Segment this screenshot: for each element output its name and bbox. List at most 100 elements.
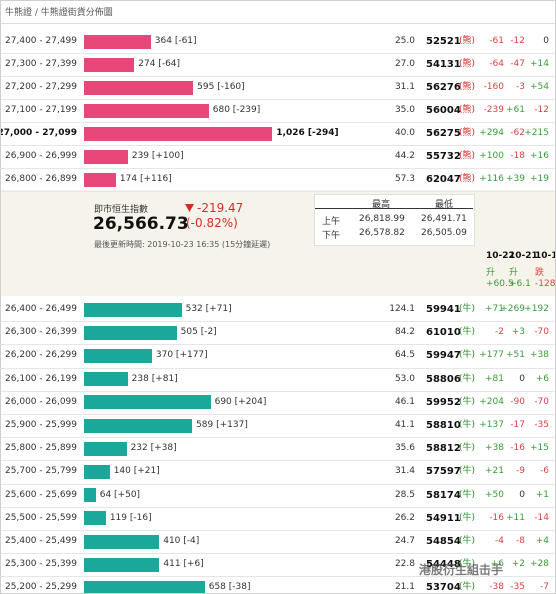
kind: (牛) — [459, 443, 476, 454]
code: 62047 — [426, 174, 461, 185]
change: +2 — [511, 559, 525, 570]
volume-bar — [84, 441, 127, 456]
kind: (牛) — [459, 350, 476, 361]
kind: (熊) — [459, 151, 476, 161]
history-dates: 10-21 — [509, 251, 538, 261]
ratio: 46.1 — [394, 396, 415, 407]
history-dates: 10-22 — [486, 251, 515, 261]
table-cell: 上午 — [322, 217, 341, 227]
bar-label: 505 [-2] — [180, 327, 217, 338]
price-range: 26,000 - 26,099 — [5, 396, 77, 407]
change: -35 — [534, 420, 549, 430]
change: -70 — [534, 396, 549, 407]
bar-label: 370 [+177] — [155, 350, 208, 361]
kind: (牛) — [459, 559, 476, 570]
row-line — [1, 553, 555, 555]
code: 56275 — [426, 128, 461, 139]
change: +294 — [479, 128, 504, 138]
kind: (牛) — [459, 489, 476, 500]
change: +39 — [506, 174, 525, 184]
change: +51 — [506, 350, 525, 361]
change: 0 — [519, 373, 525, 384]
history-dates: 10-18 — [535, 251, 555, 261]
change: +21 — [485, 466, 504, 477]
kind: (牛) — [459, 582, 476, 593]
change: -35 — [510, 582, 525, 593]
change: +15 — [530, 443, 549, 454]
code: 58810 — [426, 420, 461, 431]
change: -14 — [534, 512, 549, 523]
change: -12 — [534, 105, 549, 115]
row-line — [1, 530, 555, 531]
price-range: 26,900 - 26,999 — [5, 151, 77, 161]
code: 52521 — [426, 36, 461, 47]
volume-bar — [84, 325, 177, 340]
price-range: 25,300 - 25,399 — [5, 559, 77, 570]
bar-label: 64 [+50] — [99, 489, 141, 500]
code: 61010 — [426, 327, 461, 339]
change: +137 — [479, 420, 504, 430]
index-change: -219.47 — [197, 201, 244, 215]
price-range: 25,800 - 25,899 — [5, 443, 77, 454]
price-range: 26,100 - 26,199 — [5, 373, 77, 384]
change: -160 — [483, 82, 504, 92]
row-line — [1, 414, 555, 415]
change: +14 — [530, 59, 549, 69]
change: +38 — [530, 350, 549, 361]
volume-bar — [84, 557, 160, 572]
row-line — [1, 99, 555, 100]
change: +177 — [479, 350, 504, 361]
row-line — [1, 437, 555, 439]
price-range: 27,300 - 27,399 — [5, 59, 77, 69]
volume-bar — [84, 80, 194, 95]
price-range: 25,700 - 25,799 — [5, 466, 77, 477]
bar-label: 690 [+204] — [214, 396, 267, 407]
volume-bar — [84, 103, 209, 118]
volume-bar — [84, 511, 106, 526]
kind: (牛) — [459, 420, 476, 430]
code: 53704 — [426, 582, 461, 594]
high-low-box — [314, 194, 475, 246]
change: -2 — [495, 327, 504, 338]
bar-label: 658 [-38] — [208, 582, 251, 593]
ratio: 124.1 — [389, 304, 415, 314]
change: +215 — [524, 128, 549, 138]
change: 0 — [519, 489, 525, 500]
row-line — [1, 145, 555, 146]
table-cell: 下午 — [322, 231, 341, 241]
change: -70 — [534, 327, 549, 338]
change: -12 — [510, 36, 525, 46]
price-range: 26,200 - 26,299 — [5, 350, 77, 361]
code: 59952 — [426, 396, 461, 408]
bar-label: 174 [+116] — [119, 174, 172, 184]
code: 55732 — [426, 151, 461, 162]
change: +19 — [530, 174, 549, 184]
change: -38 — [489, 582, 504, 593]
change: 0 — [543, 36, 549, 46]
volume-bar — [84, 581, 205, 593]
code: 54131 — [426, 59, 461, 70]
bar-label: 140 [+21] — [113, 466, 160, 477]
price-range: 27,200 - 27,299 — [5, 82, 77, 92]
kind: (熊) — [459, 105, 476, 115]
change: +269 — [500, 304, 525, 314]
ratio: 35.6 — [394, 443, 415, 454]
index-value: 26,566.73 — [93, 214, 189, 234]
table-header: 最低 — [435, 200, 454, 210]
kind: (熊) — [459, 59, 476, 69]
change: -8 — [516, 536, 525, 546]
volume-bar — [84, 172, 116, 187]
price-range: 25,500 - 25,599 — [5, 512, 77, 523]
table-cell: 26,818.99 — [359, 214, 405, 224]
down-arrow — [185, 204, 194, 212]
volume-bar — [84, 534, 160, 549]
code: 59947 — [426, 350, 461, 362]
volume-bar — [84, 34, 151, 49]
bar-label: 274 [-64] — [138, 59, 181, 69]
row-line — [1, 483, 555, 485]
code: 54448 — [426, 559, 461, 571]
change: +61 — [506, 105, 525, 115]
ratio: 24.7 — [394, 536, 415, 546]
row-line — [1, 390, 555, 392]
volume-bar — [84, 302, 182, 317]
